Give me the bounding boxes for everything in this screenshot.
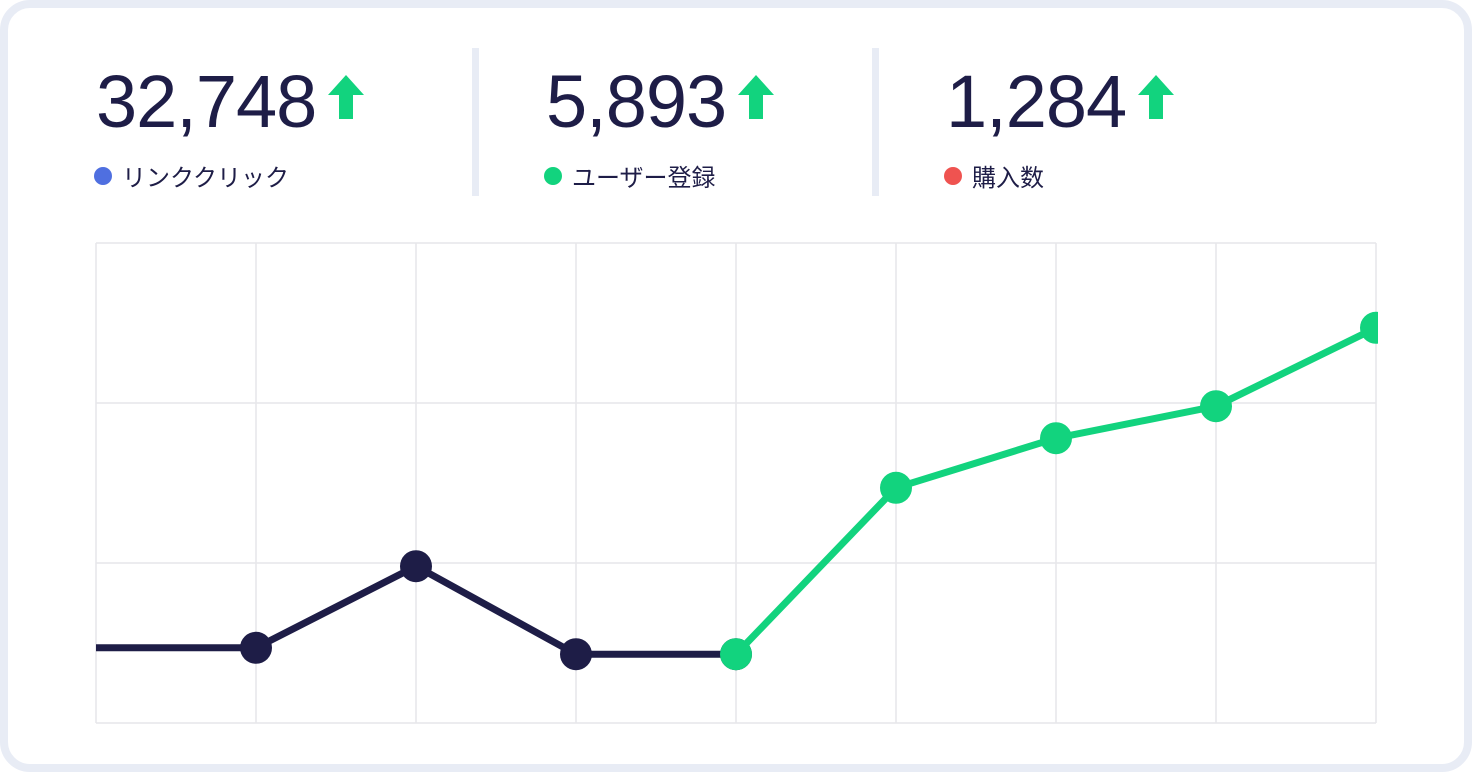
point-marker: [240, 631, 272, 664]
kpi-value-row: 1,284: [946, 58, 1175, 146]
kpi-label-row: 購入数: [944, 158, 1174, 193]
kpi-value: 1,284: [946, 60, 1127, 143]
point-marker: [1040, 422, 1072, 455]
kpi-value: 5,893: [546, 60, 727, 143]
arrow: [1138, 75, 1175, 119]
legend-dot: [944, 166, 962, 185]
up-arrow-icon: [738, 75, 775, 123]
legend-dot: [544, 166, 562, 185]
line-chart: [95, 242, 1378, 724]
divider: [872, 48, 879, 196]
legend-dot: [94, 166, 112, 185]
kpi-label: ユーザー登録: [572, 164, 716, 192]
point-marker: [1360, 311, 1378, 344]
kpi-value-row: 5,893: [546, 58, 775, 146]
arrow: [738, 75, 775, 119]
kpi-label: リンククリック: [122, 164, 290, 192]
point-marker: [880, 471, 912, 504]
point-marker: [720, 638, 752, 671]
kpi: 1,284 購入数: [944, 58, 1175, 193]
up-arrow-icon: [1138, 75, 1175, 123]
kpi-value: 32,748: [96, 60, 317, 143]
point-marker: [560, 638, 592, 671]
up-arrow-icon: [328, 75, 365, 123]
kpi-label: 購入数: [972, 164, 1044, 192]
kpi-value-row: 32,748: [96, 58, 365, 146]
point-marker: [400, 550, 432, 583]
kpi: 32,748 リンククリック: [94, 58, 365, 193]
divider: [472, 48, 479, 196]
kpi-label-row: リンククリック: [94, 158, 364, 193]
kpi: 5,893 ユーザー登録: [544, 58, 775, 193]
kpi-label-row: ユーザー登録: [544, 158, 774, 193]
point-marker: [1200, 390, 1232, 423]
arrow: [328, 75, 365, 119]
